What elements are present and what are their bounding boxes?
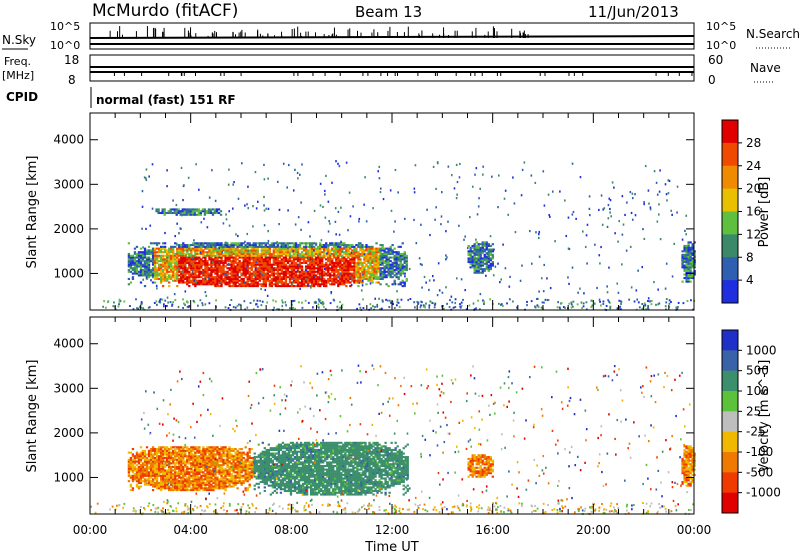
- y-tick-label: 4000: [53, 337, 84, 351]
- velocity-colorbar: 1000 500 100 25 -25 -100 -500 -1000 Velocity [m…: [721, 329, 781, 514]
- date-label: 11/Jun/2013: [588, 3, 679, 21]
- freq-panel: Freq. [MHz] 18 8 60 0 Nave: [2, 53, 781, 87]
- colorbar-tick: -25: [746, 425, 766, 439]
- power-colorbar-label: Power [dB]: [757, 177, 772, 248]
- colorbar-segment: [722, 211, 738, 235]
- nsearch-label: N.Search: [746, 27, 800, 41]
- colorbar-segment: [722, 472, 738, 494]
- nave-tick-bottom: 0: [708, 73, 716, 87]
- x-tick-label: 20:00: [576, 523, 611, 537]
- colorbar-tick: 1000: [746, 343, 777, 357]
- colorbar-segment: [722, 188, 738, 212]
- colorbar-segment: [722, 492, 738, 514]
- nsearch-tick-bottom: 10^0: [706, 39, 736, 52]
- power-panel: 1000 2000 3000 4000 Slant Range [km]: [25, 112, 696, 312]
- nsky-label: N.Sky: [2, 33, 36, 47]
- freq-label: Freq.: [4, 55, 31, 68]
- colorbar-tick: -1000: [746, 486, 781, 500]
- freq-tick-top: 18: [64, 53, 79, 67]
- velocity-colorbar-label: Velocity [m s^-1]: [757, 360, 772, 473]
- nsky-tick-top: 10^5: [50, 20, 80, 33]
- colorbar-segment: [722, 120, 738, 144]
- colorbar-tick: 25: [746, 404, 761, 418]
- beam-label: Beam 13: [355, 3, 422, 21]
- nsky-panel: N.Sky 10^5 10^0 10^5 10^0 N.Search: [2, 20, 800, 52]
- colorbar-tick: 4: [746, 273, 754, 287]
- cpid-text: normal (fast) 151 RF: [96, 93, 236, 107]
- colorbar-tick: -100: [746, 445, 773, 459]
- colorbar-segment: [722, 452, 738, 473]
- velocity-panel: 1000 2000 3000 4000 00:00 04:00 08:00 12:00 16:…: [25, 316, 712, 554]
- colorbar-tick: 20: [746, 182, 761, 196]
- y-tick-label: 3000: [53, 177, 84, 191]
- x-tick-label: 04:00: [173, 523, 208, 537]
- colorbar-tick: 16: [746, 205, 761, 219]
- colorbar-tick: 100: [746, 384, 769, 398]
- colorbar-segment: [722, 391, 738, 412]
- x-tick-label: 00:00: [677, 523, 712, 537]
- velocity-colorbar-label-text: Velocity [m s^-1]: [757, 360, 772, 473]
- colorbar-segment: [722, 411, 738, 433]
- y-tick-label: 1000: [53, 266, 84, 280]
- colorbar-segment: [722, 330, 738, 351]
- x-tick-label: 08:00: [274, 523, 309, 537]
- y-tick-label: 2000: [53, 222, 84, 236]
- colorbar-segment: [722, 280, 738, 304]
- colorbar-tick: -500: [746, 465, 773, 479]
- x-tick-label: 12:00: [375, 523, 410, 537]
- colorbar-tick: 12: [746, 227, 761, 241]
- power-colorbar: 4 8 12 16 20 24 28 Power [dB]: [721, 119, 772, 304]
- x-axis-label: Time UT: [364, 540, 418, 554]
- nave-tick-top: 60: [708, 53, 723, 67]
- nave-label: Nave: [750, 61, 781, 75]
- colorbar-segment: [722, 165, 738, 190]
- colorbar-tick: 24: [746, 159, 761, 173]
- colorbar-segment: [722, 142, 738, 167]
- freq-tick-bottom: 8: [68, 73, 76, 87]
- y-tick-label: 3000: [53, 381, 84, 395]
- colorbar-segment: [722, 350, 738, 372]
- colorbar-segment: [722, 257, 738, 281]
- station-title: McMurdo (fitACF): [92, 1, 238, 21]
- colorbar-segment: [722, 234, 738, 258]
- velocity-ylabel: Slant Range [km]: [25, 360, 40, 473]
- colorbar-segment: [722, 370, 738, 392]
- y-tick-label: 2000: [53, 426, 84, 440]
- cpid-label: CPID: [6, 90, 38, 104]
- power-ylabel: Slant Range [km]: [25, 156, 40, 269]
- colorbar-segment: [722, 431, 738, 453]
- colorbar-tick: 500: [746, 364, 769, 378]
- colorbar-tick: 8: [746, 250, 754, 264]
- y-tick-label: 1000: [53, 470, 84, 484]
- y-tick-label: 4000: [53, 133, 84, 147]
- x-tick-label: 16:00: [475, 523, 510, 537]
- nsky-tick-bottom: 10^0: [50, 39, 80, 52]
- colorbar-tick: 28: [746, 136, 761, 150]
- freq-unit: [MHz]: [2, 69, 34, 82]
- x-tick-label: 00:00: [73, 523, 108, 537]
- nsearch-tick-top: 10^5: [706, 20, 736, 33]
